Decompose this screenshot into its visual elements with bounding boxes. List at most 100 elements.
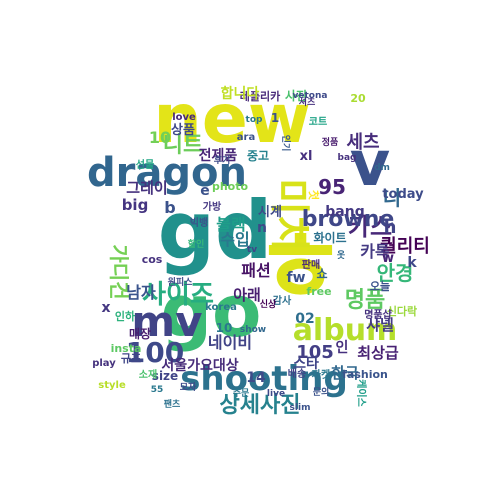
cloud-word: fw <box>286 270 305 286</box>
cloud-word: 첫 <box>307 190 321 200</box>
cloud-word: 코트 <box>309 116 327 128</box>
cloud-word: 원피스 <box>168 276 194 288</box>
cloud-word: 네이비 <box>208 333 252 352</box>
cloud-word: 사진 <box>285 88 307 103</box>
cloud-word: 인 <box>336 339 349 356</box>
cloud-word: 신상 <box>260 298 277 310</box>
cloud-word: 패션 <box>241 261 270 280</box>
cloud-word: ㅎ <box>254 209 346 326</box>
cloud-word: 명품샵 <box>364 308 392 321</box>
cloud-word: 인기 <box>280 135 292 152</box>
cloud-word: size <box>152 369 178 383</box>
cloud-word: mv <box>131 297 202 346</box>
cloud-word: love <box>172 112 196 123</box>
cloud-word: k <box>407 255 417 271</box>
cloud-word: 셔츠 <box>299 96 316 108</box>
cloud-word: 샤넬 <box>366 316 394 334</box>
cloud-word: 레플리카 <box>240 89 280 103</box>
cloud-word: 가디건 <box>107 244 131 299</box>
cloud-word: dm <box>374 163 390 173</box>
cloud-word: 상품 <box>171 123 195 138</box>
cloud-word: tv <box>247 245 257 255</box>
cloud-word: 판매 <box>302 258 320 271</box>
cloud-word: 합니다 <box>221 85 260 102</box>
cloud-word: vetona <box>293 91 328 101</box>
cloud-word: play <box>92 358 116 369</box>
cloud-word: 미치 <box>266 178 312 252</box>
cloud-word: 카스 <box>348 213 392 241</box>
cloud-word: 한국 <box>331 364 359 382</box>
cloud-word: 인하 <box>115 309 136 323</box>
cloud-word: new <box>153 80 310 159</box>
cloud-word: 오늘 <box>370 280 390 293</box>
cloud-word: 최상급 <box>357 344 399 362</box>
cloud-word: 니 <box>383 186 401 210</box>
cloud-word: 할인 <box>188 238 205 250</box>
cloud-word: 아래 <box>233 286 261 304</box>
cloud-word: 쇼 <box>316 267 327 281</box>
cloud-word: album <box>293 313 398 348</box>
cloud-word: 자켓 <box>312 368 330 381</box>
cloud-word: 선물 <box>136 158 154 171</box>
cloud-word: 10 <box>216 321 233 335</box>
cloud-word: 10 <box>149 128 171 147</box>
cloud-word: photo <box>212 180 249 193</box>
cloud-word: 100 <box>126 336 184 369</box>
cloud-word: 남자 <box>126 283 156 302</box>
cloud-word: go <box>160 269 261 353</box>
cloud-word: 감사 <box>273 294 292 307</box>
cloud-word: 모자 <box>180 381 197 393</box>
cloud-word: korea <box>205 302 237 313</box>
cloud-word: 55 <box>151 385 164 395</box>
cloud-word: today <box>382 187 424 202</box>
cloud-word: 20 <box>350 92 366 105</box>
cloud-word: xl <box>300 149 313 164</box>
cloud-word: 02 <box>295 311 314 327</box>
cloud-word: 상세사진 <box>220 393 301 418</box>
cloud-word: 소재 <box>139 368 157 381</box>
cloud-word: top <box>246 115 263 125</box>
cloud-word: 95 <box>318 175 346 199</box>
cloud-word: live <box>267 389 285 399</box>
cloud-word: bag <box>338 153 357 163</box>
cloud-word: b <box>164 198 175 217</box>
cloud-word: 수입 <box>220 230 249 249</box>
cloud-word: 세츠 <box>346 132 379 153</box>
cloud-word: 전제품 <box>199 147 238 164</box>
cloud-word: 정품 <box>322 136 339 148</box>
cloud-word: slim <box>290 403 311 413</box>
cloud-word: bang <box>325 204 364 220</box>
cloud-word: insta <box>111 342 142 355</box>
cloud-word: 주문 <box>233 388 250 399</box>
cloud-word: x <box>101 300 110 316</box>
cloud-word: 105 <box>296 342 334 363</box>
cloud-word: 스타 <box>293 356 319 372</box>
cloud-word: v <box>350 127 390 200</box>
cloud-word: 사이즈 <box>142 280 214 310</box>
cloud-word: 신다락 <box>387 304 417 318</box>
cloud-word: n <box>257 220 267 236</box>
cloud-word: 중고 <box>247 149 269 163</box>
cloud-word: w <box>382 251 394 266</box>
cloud-word: 명품 <box>345 288 385 313</box>
cloud-word: 배송 <box>288 367 306 380</box>
cloud-word: show <box>240 325 266 335</box>
cloud-word: dragon <box>87 150 247 196</box>
cloud-word: big <box>122 196 149 214</box>
cloud-word: fashion <box>342 368 388 381</box>
cloud-word: 케이스 <box>355 379 368 407</box>
cloud-word: 빅뱅 <box>190 216 208 229</box>
cloud-word: 서울가요대상 <box>161 357 238 374</box>
cloud-word: 규프 <box>121 352 141 365</box>
cloud-word: 블랙 <box>216 215 245 234</box>
cloud-word: 니트 <box>163 133 203 158</box>
cloud-word: ara <box>237 132 255 143</box>
cloud-word: 카톡 <box>360 242 390 261</box>
cloud-word: shooting <box>180 359 348 399</box>
cloud-word: 14 <box>246 370 266 386</box>
cloud-word: style <box>98 380 126 391</box>
cloud-word: cos <box>142 253 163 266</box>
cloud-word: 매장 <box>129 326 151 341</box>
cloud-word: 안경 <box>377 261 414 285</box>
